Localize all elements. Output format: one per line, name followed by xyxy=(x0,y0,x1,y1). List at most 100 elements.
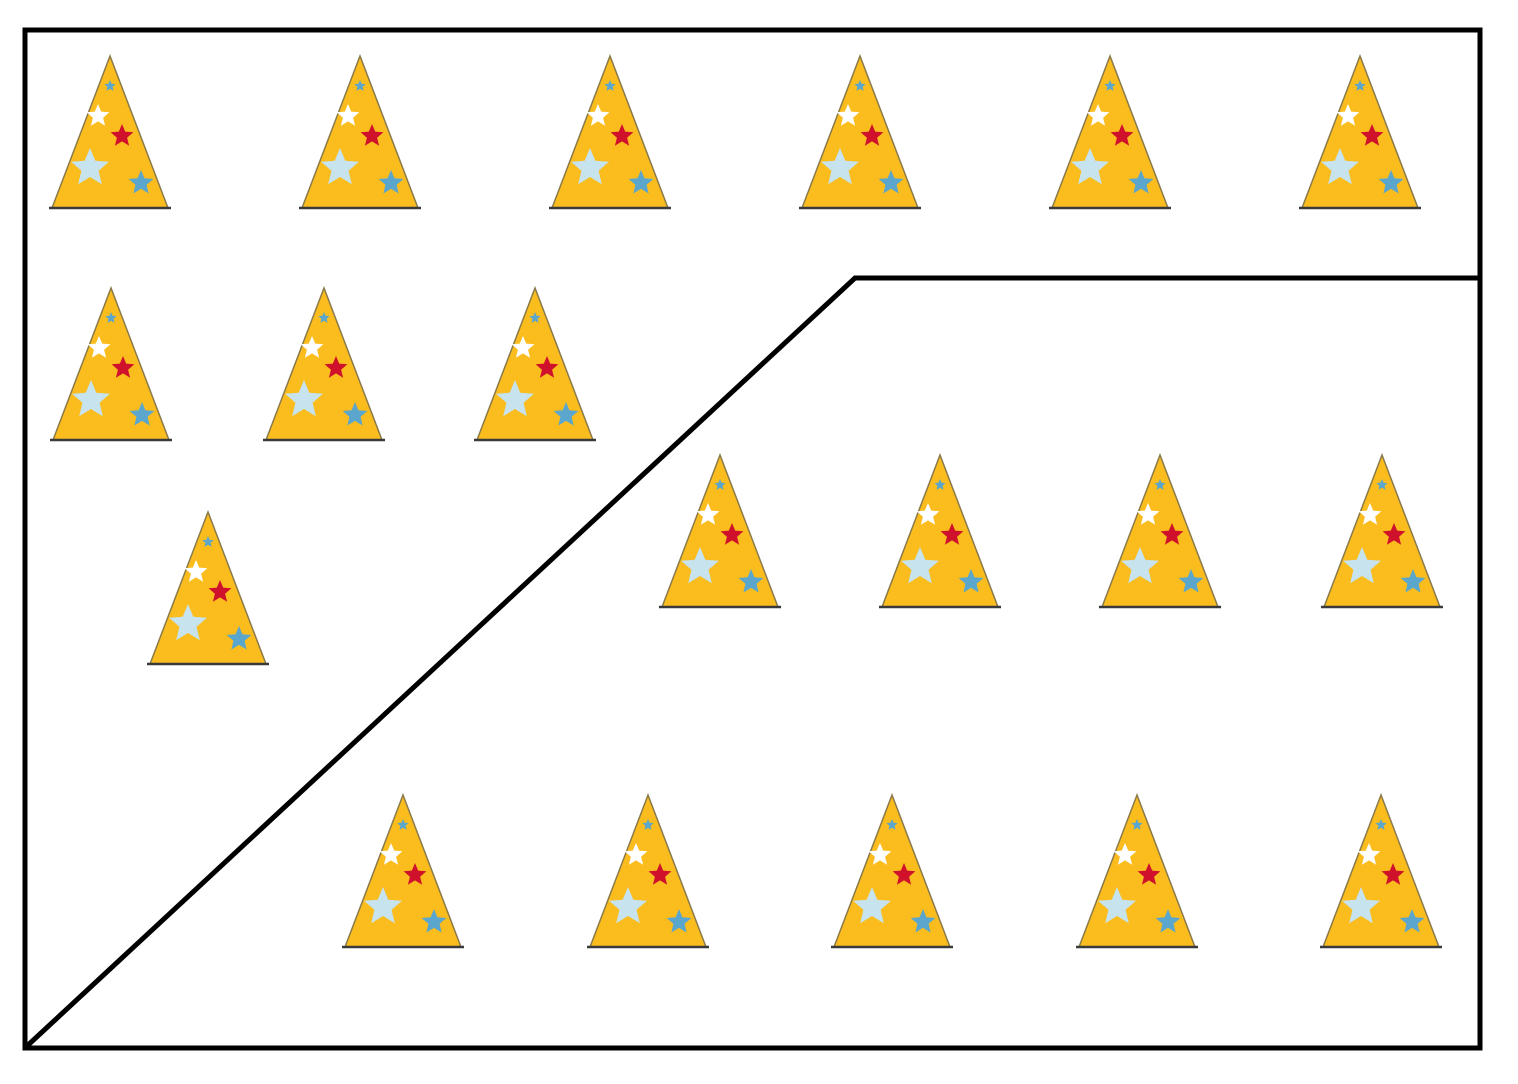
star-icon xyxy=(1154,479,1166,490)
party-hat-icon xyxy=(587,792,709,949)
star-icon xyxy=(901,547,939,584)
star-icon xyxy=(104,80,116,91)
star-icon xyxy=(364,887,402,924)
star-icon xyxy=(1121,547,1159,584)
party-hat-icon xyxy=(1099,452,1221,609)
dividing-line xyxy=(25,275,1482,1048)
star-icon xyxy=(1098,887,1136,924)
star-icon xyxy=(610,124,634,146)
upper-left-region xyxy=(49,53,1421,666)
star-icon xyxy=(958,569,984,593)
star-icon xyxy=(604,80,616,91)
star-icon xyxy=(860,124,884,146)
star-icon xyxy=(285,380,323,417)
star-icon xyxy=(1128,170,1154,194)
star-icon xyxy=(1131,819,1143,830)
star-icon xyxy=(300,336,324,358)
boundary-lines xyxy=(22,27,1483,1051)
star-icon xyxy=(714,479,726,490)
star-icon xyxy=(87,336,111,358)
star-icon xyxy=(940,523,964,545)
star-icon xyxy=(1358,503,1382,525)
star-icon xyxy=(628,170,654,194)
party-hat-icon xyxy=(1320,792,1442,949)
star-icon xyxy=(1086,104,1110,126)
star-icon xyxy=(321,148,359,185)
star-icon xyxy=(72,380,110,417)
party-hat-icon xyxy=(342,792,464,949)
star-icon xyxy=(696,503,720,525)
star-icon xyxy=(1399,909,1425,933)
star-icon xyxy=(1354,80,1366,91)
star-icon xyxy=(397,819,409,830)
star-icon xyxy=(720,523,744,545)
star-icon xyxy=(892,863,916,885)
party-hat-icon xyxy=(474,285,596,442)
star-icon xyxy=(1357,843,1381,865)
star-icon xyxy=(354,80,366,91)
star-icon xyxy=(318,312,330,323)
star-icon xyxy=(1136,503,1160,525)
star-icon xyxy=(511,336,535,358)
lower-right-region xyxy=(342,452,1443,949)
star-icon xyxy=(535,356,559,378)
star-icon xyxy=(128,170,154,194)
star-icon xyxy=(836,104,860,126)
party-hat-icon xyxy=(659,452,781,609)
star-icon xyxy=(1342,887,1380,924)
star-icon xyxy=(336,104,360,126)
star-icon xyxy=(1375,819,1387,830)
star-icon xyxy=(868,843,892,865)
star-icon xyxy=(86,104,110,126)
star-icon xyxy=(1178,569,1204,593)
star-icon xyxy=(1376,479,1388,490)
star-icon xyxy=(624,843,648,865)
party-hat-icon xyxy=(831,792,953,949)
star-icon xyxy=(324,356,348,378)
star-icon xyxy=(1382,523,1406,545)
star-icon xyxy=(421,909,447,933)
party-hat-icon xyxy=(549,53,671,210)
star-icon xyxy=(821,148,859,185)
star-icon xyxy=(878,170,904,194)
star-icon xyxy=(853,887,891,924)
star-icon xyxy=(681,547,719,584)
star-icon xyxy=(202,536,214,547)
star-icon xyxy=(226,626,252,650)
star-icon xyxy=(105,312,117,323)
star-icon xyxy=(738,569,764,593)
star-icon xyxy=(529,312,541,323)
star-icon xyxy=(648,863,672,885)
star-icon xyxy=(71,148,109,185)
outer-frame xyxy=(22,27,1483,1051)
star-icon xyxy=(111,356,135,378)
party-hat-icon xyxy=(263,285,385,442)
star-icon xyxy=(1321,148,1359,185)
party-hat-icon xyxy=(799,53,921,210)
star-icon xyxy=(571,148,609,185)
star-icon xyxy=(378,170,404,194)
star-icon xyxy=(169,604,207,641)
star-icon xyxy=(934,479,946,490)
star-icon xyxy=(586,104,610,126)
star-icon xyxy=(1400,569,1426,593)
star-icon xyxy=(1336,104,1360,126)
star-icon xyxy=(916,503,940,525)
star-icon xyxy=(379,843,403,865)
star-icon xyxy=(1155,909,1181,933)
star-icon xyxy=(642,819,654,830)
star-icon xyxy=(1160,523,1184,545)
star-icon xyxy=(1113,843,1137,865)
star-icon xyxy=(496,380,534,417)
party-hat-icon xyxy=(50,285,172,442)
star-icon xyxy=(342,402,368,426)
star-icon xyxy=(1137,863,1161,885)
star-icon xyxy=(129,402,155,426)
star-icon xyxy=(1071,148,1109,185)
party-hat-icon xyxy=(879,452,1001,609)
star-icon xyxy=(666,909,692,933)
party-hat-icon xyxy=(1049,53,1171,210)
party-hat-icon xyxy=(299,53,421,210)
